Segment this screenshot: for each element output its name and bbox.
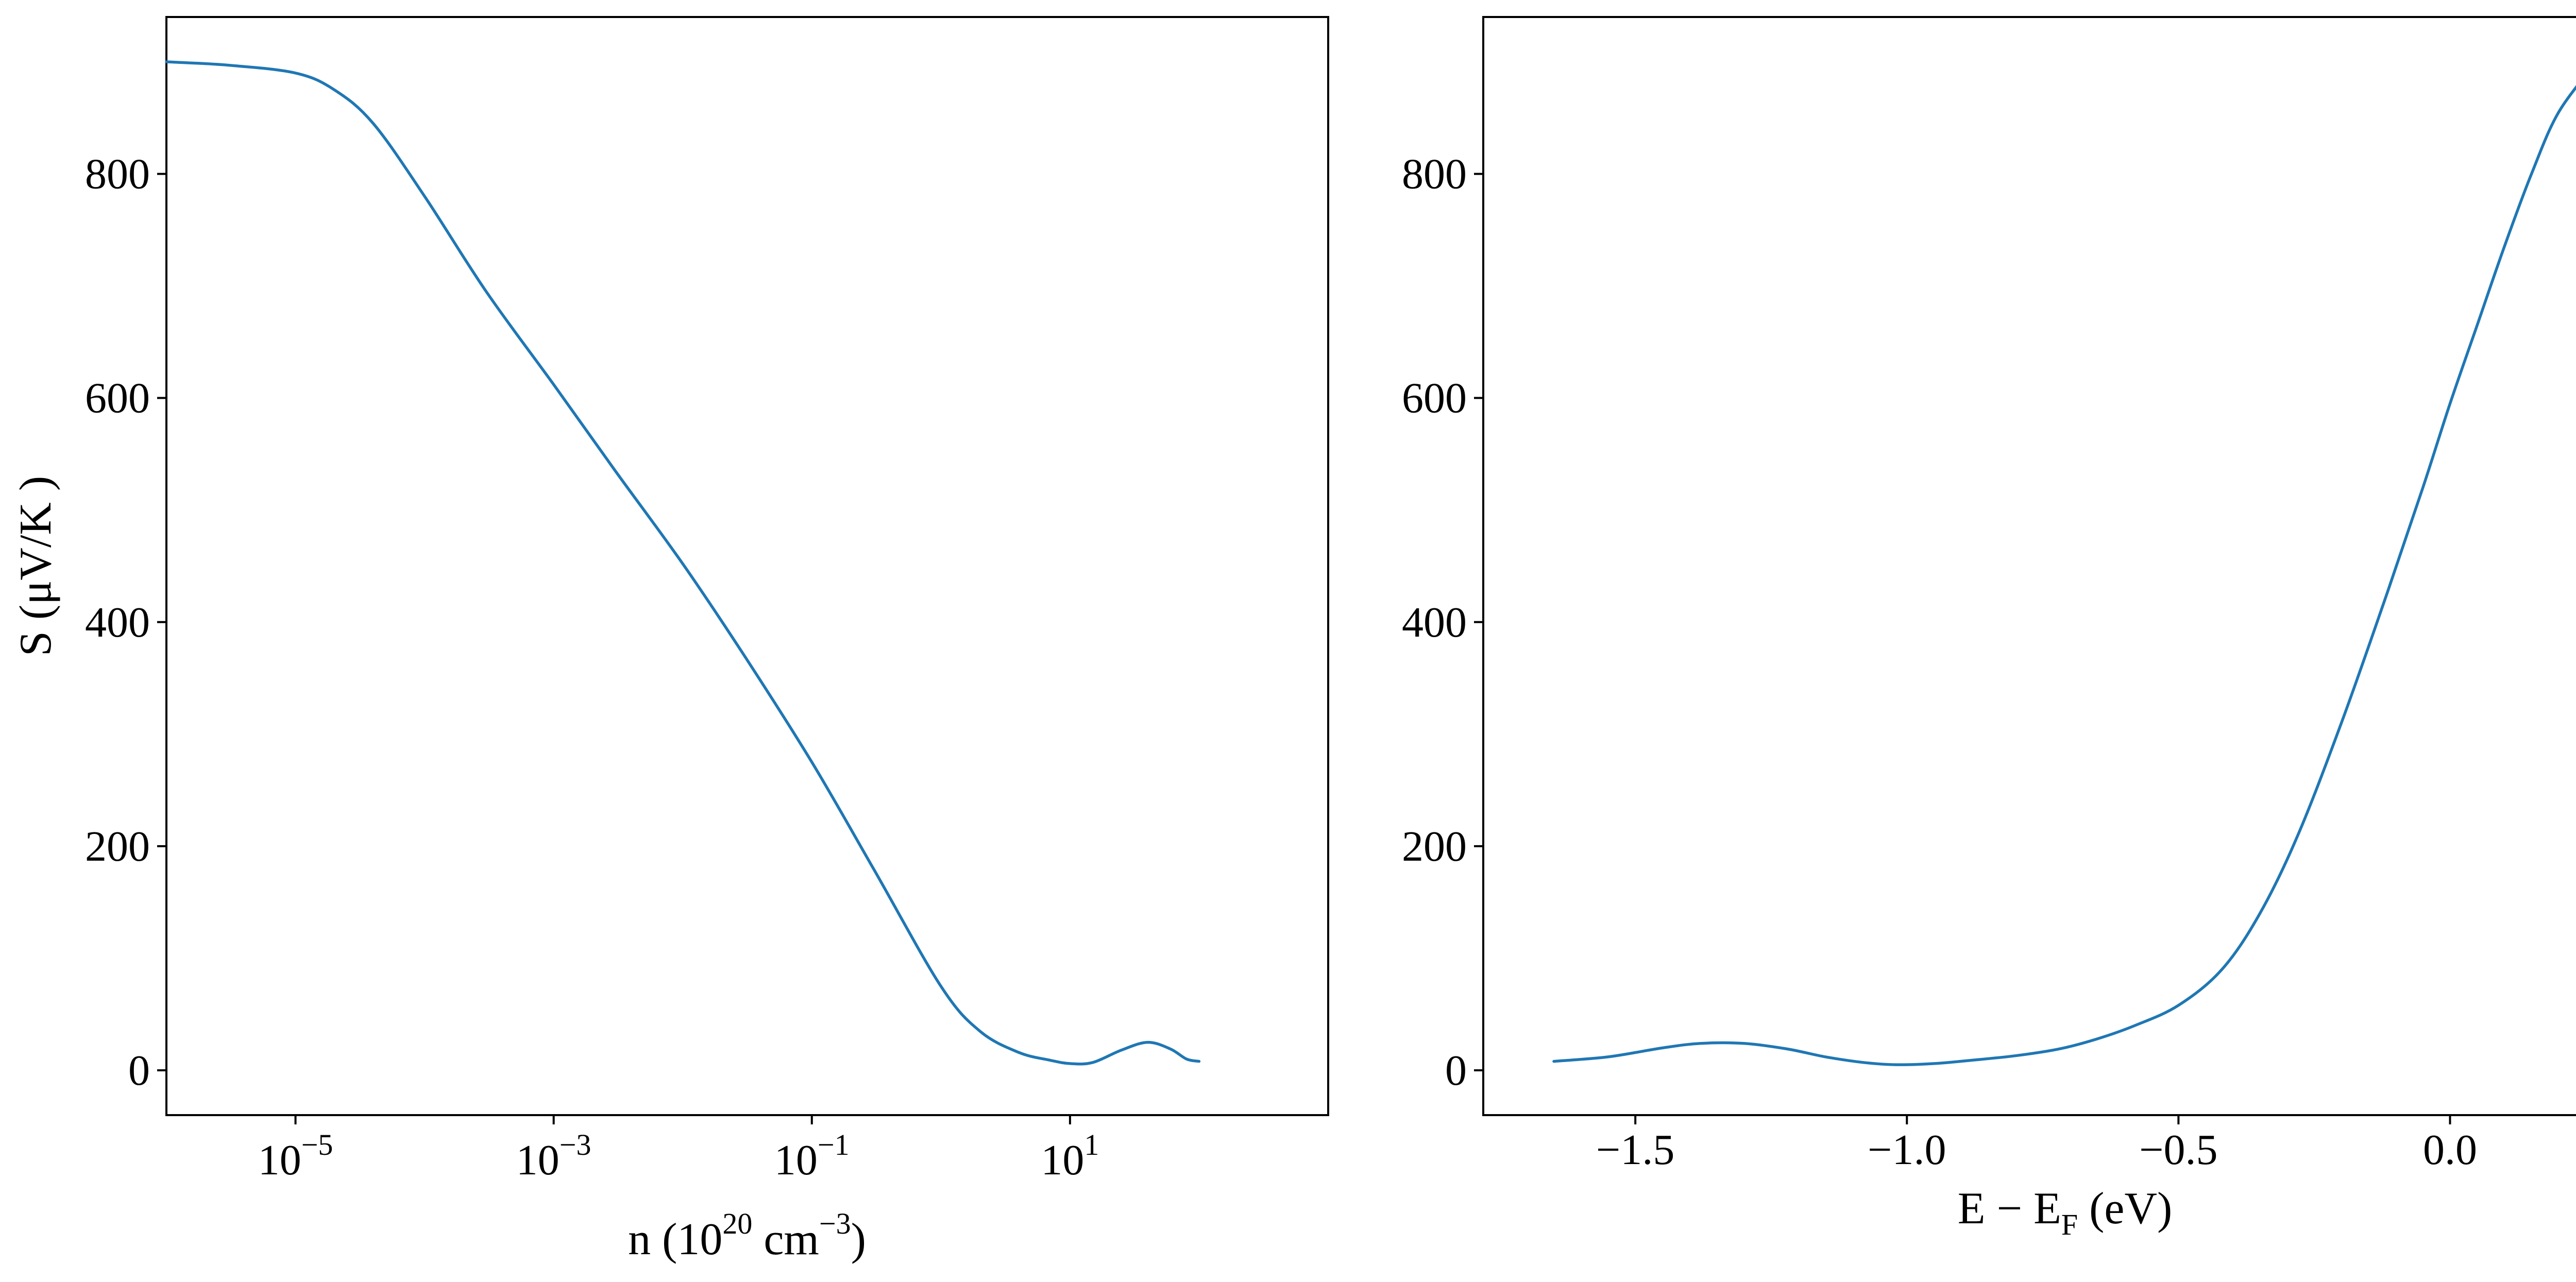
left-ytick-label: 400 (85, 599, 150, 646)
left-ytick-label: 800 (85, 150, 150, 198)
right-x-axis-label: E − EF (eV) (1958, 1184, 2173, 1241)
left-ytick-label: 0 (128, 1047, 150, 1095)
right-plot-frame (1482, 16, 2576, 1116)
right-xtick-label: 0.0 (2423, 1126, 2477, 1174)
right-xtick-label: −1.5 (1596, 1126, 1674, 1174)
right-ytick-label: 600 (1402, 374, 1467, 422)
right-xtick-label: −0.5 (2139, 1126, 2217, 1174)
left-xtick-label: 10−5 (258, 1128, 333, 1184)
left-xlabel-mid: cm (752, 1215, 819, 1264)
right-y-axis-ticks: 0 200 400 600 800 (1402, 150, 1483, 1095)
right-xlabel-main: E − E (1958, 1184, 2061, 1234)
left-series-line (165, 60, 1201, 1066)
left-series-layer (165, 60, 1201, 1066)
right-plot: 0 200 400 600 800 −1.5 −1.0 −0.5 0.0 E − EF (eV… (1402, 16, 2576, 1241)
left-x-axis-label: n (1020 cm−3) (628, 1207, 866, 1264)
left-y-axis-label: S (μV/K ) (11, 476, 61, 656)
left-xlabel-end: ) (851, 1215, 866, 1264)
right-series-layer (1552, 85, 2576, 1066)
left-xlabel-sup2: −3 (819, 1207, 851, 1240)
left-y-axis-ticks: 0 200 400 600 800 (85, 150, 166, 1095)
right-ytick-label: 0 (1445, 1047, 1467, 1095)
right-ytick-label: 800 (1402, 150, 1467, 198)
right-ytick-label: 400 (1402, 599, 1467, 646)
left-xtick-label: 101 (1041, 1128, 1099, 1184)
right-ytick-label: 200 (1402, 823, 1467, 870)
right-xlabel-end: (eV) (2078, 1184, 2172, 1234)
left-xlabel-main: n (10 (628, 1215, 722, 1264)
left-ytick-label: 200 (85, 823, 150, 870)
right-series-line (1552, 85, 2576, 1066)
right-xlabel-sub: F (2061, 1208, 2078, 1241)
left-xtick-label: 10−1 (774, 1128, 850, 1184)
left-xlabel-sup1: 20 (722, 1207, 752, 1240)
right-x-axis-ticks: −1.5 −1.0 −0.5 0.0 (1596, 1115, 2477, 1174)
left-x-axis-ticks: 10−5 10−3 10−1 101 (258, 1115, 1099, 1184)
right-xtick-label: −1.0 (1868, 1126, 1946, 1174)
left-plot-frame (165, 16, 1329, 1116)
left-xtick-label: 10−3 (516, 1128, 591, 1184)
left-ytick-label: 600 (85, 374, 150, 422)
